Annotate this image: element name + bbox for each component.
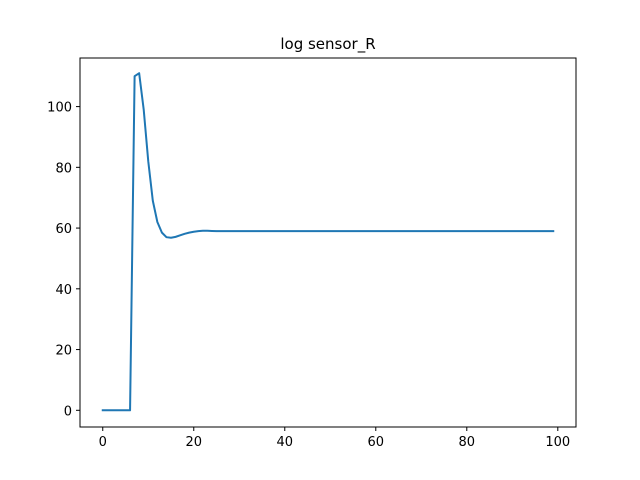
x-tick-label: 60 (368, 435, 385, 450)
plot-area: 0 20 40 60 80 100 0 20 40 60 80 100 (47, 57, 577, 450)
y-tick-label: 100 (47, 101, 72, 116)
x-tick-label: 20 (185, 435, 202, 450)
y-tick-label: 60 (55, 222, 72, 237)
series-line-0 (101, 72, 555, 412)
y-tick-label: 20 (55, 344, 72, 359)
y-tick-label: 80 (55, 161, 72, 176)
chart-title: log sensor_R (280, 35, 375, 54)
y-tick-label: 40 (55, 283, 72, 298)
x-tick-label: 40 (276, 435, 293, 450)
axes-frame (79, 57, 577, 428)
x-tick-label: 0 (99, 435, 107, 450)
x-tick-label: 80 (459, 435, 476, 450)
y-tick-label: 0 (64, 404, 72, 419)
x-tick-label: 100 (545, 435, 570, 450)
